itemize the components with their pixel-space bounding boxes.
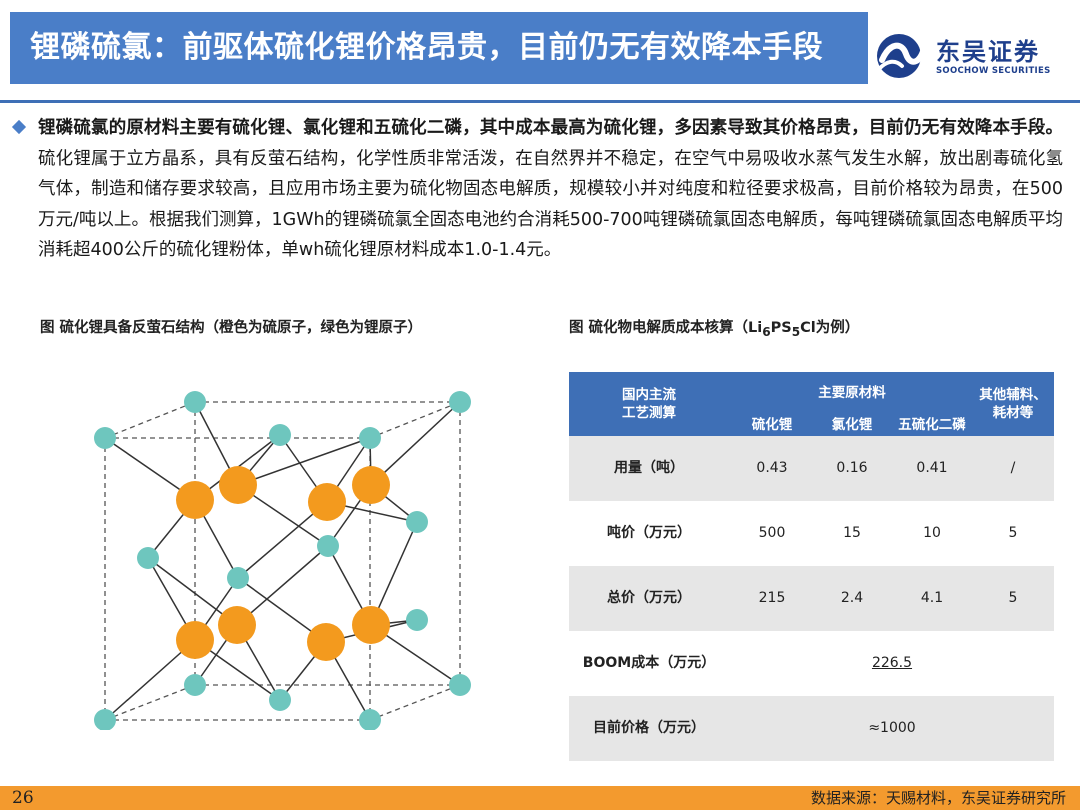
figure-caption-table: 图 硫化物电解质成本核算（Li6PS5Cl为例） (569, 316, 859, 339)
header-col-2: 氯化锂 (831, 417, 873, 433)
caption-sub-5: 5 (791, 324, 801, 339)
table-cell: 15 (843, 525, 861, 541)
price-value: ≈1000 (868, 720, 916, 736)
row-label: BOOM成本（万元） (582, 655, 716, 671)
title-bar: 锂磷硫氯：前驱体硫化锂价格昂贵，目前仍无有效降本手段 (10, 12, 868, 84)
footer-bar: 26 数据来源：天赐材料，东吴证券研究所 (0, 786, 1080, 810)
table-cell: 4.1 (920, 590, 944, 606)
caption-mid: PS (770, 320, 792, 336)
table-cell: 0.41 (916, 460, 948, 476)
header-divider (0, 100, 1080, 103)
table-cell: 215 (758, 590, 786, 606)
table-cell: 500 (758, 525, 786, 541)
logo-text-cn: 东吴证券 (936, 38, 1040, 66)
row-label: 总价（万元） (607, 590, 691, 606)
row-label: 目前价格（万元） (593, 720, 705, 736)
page-number: 26 (12, 788, 34, 808)
body-paragraph: 锂磷硫氯的原材料主要有硫化锂、氯化锂和五硫化二磷，其中成本最高为硫化锂，多因素导… (38, 113, 1063, 266)
table-cell: 10 (923, 525, 941, 541)
table-row: 用量（吨） 0.43 0.16 0.41 / (569, 436, 1054, 501)
body-bold-text: 锂磷硫氯的原材料主要有硫化锂、氯化锂和五硫化二磷，其中成本最高为硫化锂，多因素导… (38, 118, 1063, 138)
header-main: 国内主流 工艺测算 (622, 387, 676, 421)
table-row: 总价（万元） 215 2.4 4.1 5 (569, 566, 1054, 631)
logo-text-en: SOOCHOW SECURITIES (936, 66, 1051, 76)
header-col-1: 硫化锂 (751, 417, 793, 433)
figure-caption-crystal: 图 硫化锂具备反萤石结构（橙色为硫原子，绿色为锂原子） (40, 320, 423, 336)
row-label: 吨价（万元） (607, 525, 691, 541)
row-label: 用量（吨） (614, 460, 684, 476)
table-row-price: 目前价格（万元） ≈1000 (569, 696, 1054, 761)
table-cell: 0.16 (836, 460, 868, 476)
header-col-3: 五硫化二磷 (898, 417, 966, 433)
logo-icon (877, 34, 927, 78)
page-title: 锂磷硫氯：前驱体硫化锂价格昂贵，目前仍无有效降本手段 (30, 30, 823, 65)
table-cell: 2.4 (840, 590, 864, 606)
table-row-boom: BOOM成本（万元） 226.5 (569, 631, 1054, 696)
table-cell: 5 (1008, 525, 1018, 541)
table-header: 国内主流 工艺测算 主要原材料 其他辅料、 耗材等 硫化锂 氯化锂 五硫化二磷 (569, 372, 1054, 436)
li2s-crystal-structure (94, 391, 471, 730)
header-other: 其他辅料、 耗材等 (979, 387, 1047, 421)
caption-prefix: 图 硫化物电解质成本核算（Li (569, 320, 763, 336)
table-cell: / (1010, 460, 1016, 476)
caption-suffix: Cl为例） (800, 320, 860, 336)
body-normal-text: 硫化锂属于立方晶系，具有反萤石结构，化学性质非常活泼，在自然界并不稳定，在空气中… (38, 148, 1063, 261)
cost-table: 国内主流 工艺测算 主要原材料 其他辅料、 耗材等 硫化锂 氯化锂 五硫化二磷 … (569, 372, 1054, 761)
data-source: 数据来源：天赐材料，东吴证券研究所 (810, 789, 1066, 807)
diamond-bullet-icon (11, 119, 27, 135)
lithium-atoms (94, 391, 471, 730)
table-cell: 0.43 (756, 460, 788, 476)
table-row: 吨价（万元） 500 15 10 5 (569, 501, 1054, 566)
boom-value: 226.5 (871, 655, 913, 671)
sulfur-atoms (176, 466, 390, 661)
table-cell: 5 (1008, 590, 1018, 606)
caption-sub-6: 6 (762, 324, 771, 339)
header-group: 主要原材料 (818, 385, 886, 401)
company-logo: 东吴证券 SOOCHOW SECURITIES (872, 30, 1072, 82)
